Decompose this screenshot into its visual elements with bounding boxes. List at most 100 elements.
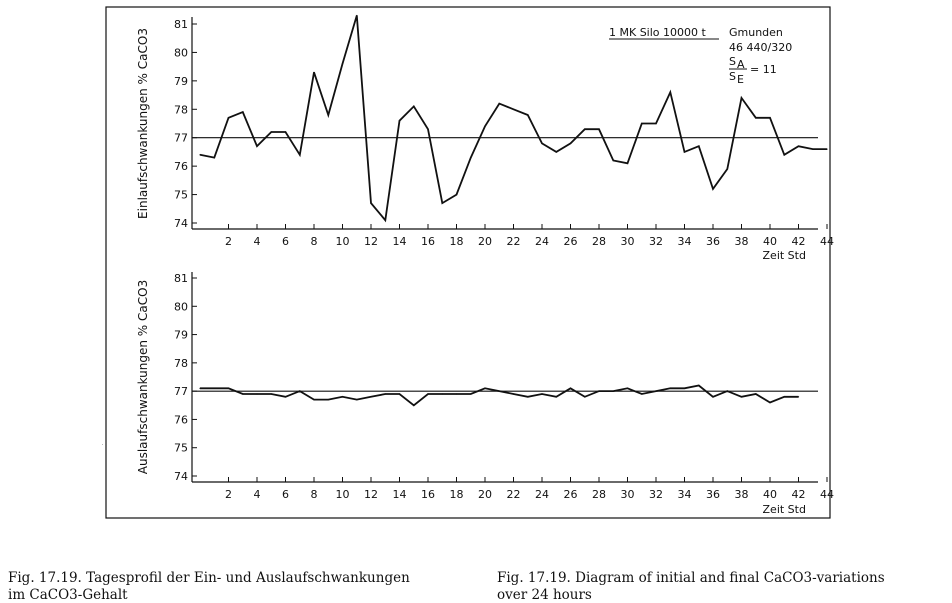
annotation-code: 46 440/320 [729, 41, 792, 54]
caption-german-line1: Fig. 17.19. Tagesprofil der Ein- und Aus… [8, 570, 410, 586]
data-point [398, 120, 401, 122]
x-tick-label: 24 [535, 488, 549, 501]
x-tick-label: 20 [478, 235, 492, 248]
data-point [612, 390, 614, 392]
data-point [512, 108, 515, 110]
data-point [812, 148, 814, 150]
y-tick-label: 74 [174, 470, 188, 483]
x-tick-label: 10 [336, 235, 350, 248]
data-point [256, 393, 258, 395]
data-point [527, 396, 529, 398]
data-point [470, 157, 472, 159]
data-point [341, 396, 344, 398]
data-point [199, 154, 201, 156]
data-point [683, 151, 686, 153]
x-tick-label: 6 [282, 235, 289, 248]
data-point [755, 117, 757, 119]
data-point [783, 396, 785, 398]
data-point [356, 14, 358, 17]
x-axis-label: Zeit Std [763, 249, 806, 262]
data-point [498, 390, 500, 392]
x-tick-label: 28 [592, 235, 606, 248]
data-point [555, 396, 557, 398]
x-tick-label: 40 [763, 488, 777, 501]
data-point [427, 393, 429, 395]
x-tick-label: 40 [763, 235, 777, 248]
data-point [199, 387, 201, 389]
x-tick-label: 6 [282, 488, 289, 501]
y-tick-label: 77 [174, 132, 188, 145]
annotation-ratio-denominator-sub: E [737, 73, 744, 86]
data-point [712, 188, 714, 190]
data-point [655, 390, 657, 392]
data-point [427, 128, 429, 130]
data-point [527, 114, 529, 116]
x-tick-label: 30 [621, 488, 635, 501]
data-point [826, 148, 828, 150]
data-point [740, 396, 743, 398]
x-tick-label: 24 [535, 235, 549, 248]
chart-annotation: 1 MK Silo 10000 t Gmunden 46 440/320 S A… [609, 26, 792, 86]
data-point [641, 122, 643, 125]
x-tick-label: 12 [364, 488, 378, 501]
x-tick-label: 22 [507, 488, 521, 501]
data-point [726, 390, 728, 392]
x-tick-label: 4 [254, 488, 261, 501]
data-point [569, 142, 572, 144]
data-point [641, 393, 643, 395]
x-tick-label: 34 [678, 235, 692, 248]
data-point [669, 387, 671, 389]
data-point [612, 159, 614, 162]
data-point [242, 393, 244, 395]
x-tick-label: 28 [592, 488, 606, 501]
x-tick-label: 14 [393, 488, 407, 501]
x-tick-label: 42 [792, 488, 806, 501]
y-tick-label: 81 [174, 272, 188, 285]
data-point [797, 145, 800, 147]
x-tick-label: 18 [450, 235, 464, 248]
y-axis-label: Einlaufschwankungen % CaCO3 [136, 28, 150, 219]
data-point [755, 393, 757, 395]
data-point [541, 393, 543, 395]
data-point [299, 390, 301, 392]
data-point [313, 71, 315, 73]
y-tick-label: 75 [174, 189, 188, 202]
annotation-ratio-denominator: S [729, 70, 736, 83]
data-point [484, 125, 486, 127]
y-tick-label: 79 [174, 329, 188, 342]
data-point [370, 396, 372, 398]
data-point [797, 396, 800, 398]
x-tick-label: 16 [421, 235, 435, 248]
data-point [626, 162, 629, 164]
x-tick-label: 2 [225, 235, 232, 248]
x-tick-label: 32 [649, 235, 663, 248]
annotation-ratio-value: = 11 [750, 63, 777, 76]
x-tick-label: 26 [564, 235, 578, 248]
data-point [270, 393, 272, 395]
data-series-line [200, 384, 799, 407]
data-point [598, 390, 600, 392]
y-tick-label: 80 [174, 300, 188, 313]
data-point [327, 399, 329, 401]
x-tick-label: 30 [621, 235, 635, 248]
data-point [398, 393, 401, 395]
data-point [227, 117, 230, 119]
data-point [740, 97, 743, 99]
x-tick-label: 10 [336, 488, 350, 501]
data-point [584, 128, 586, 130]
caption-english-line1: Fig. 17.19. Diagram of initial and final… [497, 570, 885, 586]
data-point [327, 114, 329, 116]
data-point [698, 145, 700, 147]
data-point [270, 131, 272, 133]
data-point [726, 168, 728, 170]
data-point [555, 151, 557, 153]
x-tick-label: 26 [564, 488, 578, 501]
data-point [498, 103, 500, 105]
data-point [213, 157, 215, 159]
data-point [455, 194, 458, 196]
data-point [541, 142, 543, 144]
data-point [356, 399, 358, 401]
data-point [584, 396, 586, 398]
